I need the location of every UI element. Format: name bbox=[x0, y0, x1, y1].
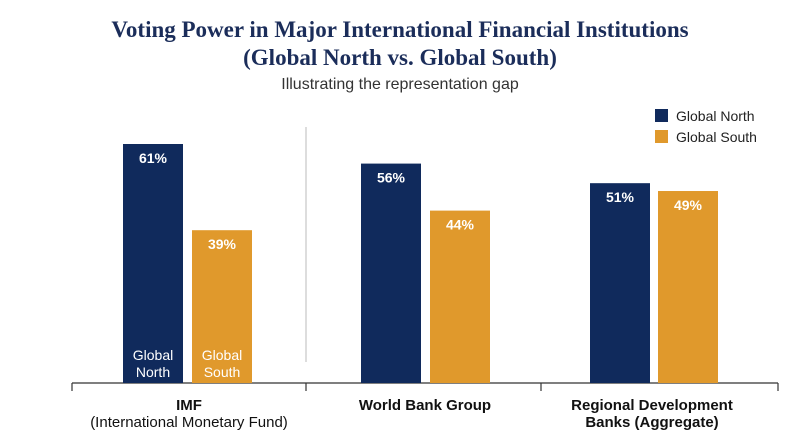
category-label-0-line1: IMF bbox=[176, 397, 202, 414]
legend-label-global-north: Global North bbox=[676, 107, 755, 124]
legend: Global North Global South bbox=[655, 105, 757, 147]
chart-title: Voting Power in Major International Fina… bbox=[0, 16, 800, 72]
data-label-global-south-1: 44% bbox=[446, 217, 475, 233]
legend-swatch-global-north bbox=[655, 109, 668, 122]
chart-subtitle: Illustrating the representation gap bbox=[281, 76, 519, 93]
data-label-global-north-0: 61% bbox=[139, 150, 168, 166]
category-label-0-line2: (International Monetary Fund) bbox=[90, 414, 288, 431]
category-label-1-line1: World Bank Group bbox=[359, 397, 491, 414]
chart-title-line1: Voting Power in Major International Fina… bbox=[111, 17, 689, 42]
bar-global-south-0 bbox=[192, 230, 252, 383]
bar-global-north-0 bbox=[123, 144, 183, 383]
bar-global-north-2 bbox=[590, 183, 650, 383]
legend-label-global-south: Global South bbox=[676, 128, 757, 145]
bar-global-south-1 bbox=[430, 210, 490, 383]
data-label-global-south-0: 39% bbox=[208, 236, 237, 252]
in-bar-label-global-south-line2: South bbox=[204, 364, 241, 380]
category-label-2-line2: Banks (Aggregate) bbox=[585, 414, 718, 431]
legend-swatch-global-south bbox=[655, 130, 668, 143]
legend-item-global-south: Global South bbox=[655, 126, 757, 147]
in-bar-label-global-north-line1: Global bbox=[133, 347, 173, 363]
legend-item-global-north: Global North bbox=[655, 105, 757, 126]
data-label-global-north-1: 56% bbox=[377, 170, 406, 186]
category-label-2-line1: Regional Development bbox=[571, 397, 733, 414]
data-label-global-north-2: 51% bbox=[606, 189, 635, 205]
data-label-global-south-2: 49% bbox=[674, 197, 703, 213]
bar-global-south-2 bbox=[658, 191, 718, 383]
bar-global-north-1 bbox=[361, 163, 421, 383]
in-bar-label-global-south-line1: Global bbox=[202, 347, 242, 363]
in-bar-label-global-north-line2: North bbox=[136, 364, 170, 380]
chart-title-line2: (Global North vs. Global South) bbox=[243, 45, 557, 70]
